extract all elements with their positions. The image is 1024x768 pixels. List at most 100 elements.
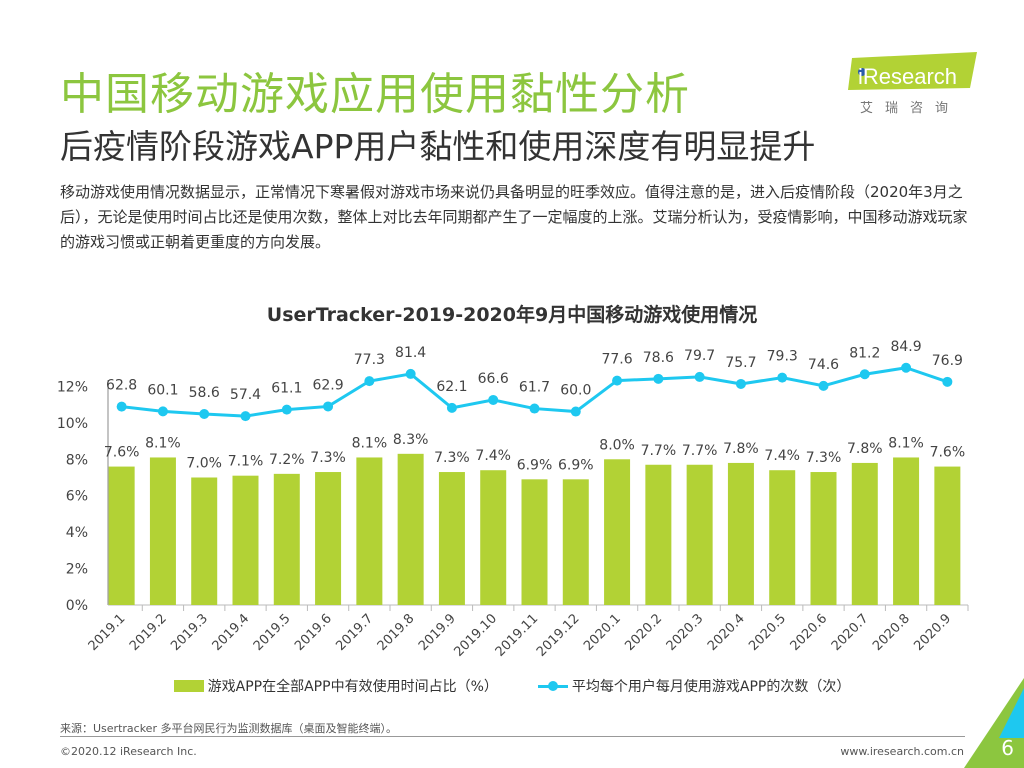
bar — [273, 473, 300, 605]
bar-data-label: 7.0% — [186, 456, 222, 472]
line-point — [281, 404, 292, 415]
line-data-label: 81.4 — [395, 345, 426, 361]
bar — [934, 466, 961, 605]
corner-decoration — [964, 678, 1024, 768]
bar-data-label: 8.1% — [145, 435, 181, 451]
x-tick-label: 2020.9 — [911, 611, 954, 654]
line-point — [116, 401, 127, 412]
line-point — [653, 373, 664, 384]
bar — [893, 457, 920, 605]
bar-data-label: 6.9% — [558, 457, 594, 473]
line-point — [694, 371, 705, 382]
line-data-label: 79.7 — [684, 348, 715, 364]
x-tick-label: 2019.8 — [375, 611, 418, 654]
line-data-label: 77.6 — [601, 352, 632, 368]
line-point — [199, 409, 210, 420]
line-point — [323, 401, 334, 412]
copyright: ©2020.12 iResearch Inc. — [60, 745, 197, 758]
x-tick-label: 2019.1 — [86, 611, 129, 654]
x-tick-label: 2020.3 — [664, 611, 707, 654]
bar — [686, 464, 713, 605]
x-tick-label: 2020.8 — [870, 611, 913, 654]
iresearch-logo: iResearch 艾瑞咨询 — [848, 52, 977, 116]
line-data-label: 81.2 — [849, 345, 880, 361]
line-data-label: 79.3 — [767, 349, 798, 365]
bar — [315, 472, 342, 605]
bar — [108, 466, 135, 605]
line-swatch — [537, 680, 568, 691]
website-link[interactable]: www.iresearch.com.cn — [840, 745, 964, 758]
line-data-label: 75.7 — [725, 355, 756, 371]
line-data-label: 61.1 — [271, 381, 302, 397]
line-data-label: 60.1 — [147, 382, 178, 398]
line-data-label: 58.6 — [189, 385, 220, 401]
svg-text:艾瑞咨询: 艾瑞咨询 — [860, 101, 960, 116]
x-tick-label: 2020.4 — [705, 611, 748, 654]
bar-data-label: 8.3% — [393, 432, 429, 448]
line-point — [735, 378, 746, 389]
bar — [645, 464, 672, 605]
bar-data-label: 7.8% — [723, 441, 759, 457]
bar — [769, 470, 796, 605]
line-point — [364, 376, 375, 387]
line-point — [901, 362, 912, 373]
bar-data-label: 8.1% — [352, 435, 388, 451]
source-note: 来源：Usertracker 多平台网民行为监测数据库（桌面及智能终端）。 — [60, 722, 397, 735]
line-point — [488, 394, 499, 405]
line-point — [942, 376, 953, 387]
page-title: 中国移动游戏应用使用黏性分析 — [60, 69, 690, 120]
combo-chart: 0% 2% 4% 6% 8% 10% 12% 2019.1 7.6% 2019.2 8.1% 2019… — [57, 339, 969, 660]
bar — [851, 462, 878, 605]
x-tick-label: 2019.7 — [333, 611, 376, 654]
line-point — [612, 375, 623, 386]
summary-text: 移动游戏使用情况数据显示，正常情况下寒暑假对游戏市场来说仍具备明显的旺季效应。值… — [60, 183, 968, 251]
bar-data-label: 7.3% — [806, 450, 842, 466]
x-tick-label: 2020.1 — [581, 611, 624, 654]
bar — [562, 479, 589, 605]
bar-data-label: 6.9% — [517, 457, 553, 473]
y-tick-label: 0% — [66, 598, 88, 614]
line-data-label: 62.1 — [436, 379, 467, 395]
line-data-label: 84.9 — [890, 339, 921, 355]
bar-data-label: 7.3% — [310, 450, 346, 466]
line-point — [859, 369, 870, 380]
legend-item-line: 平均每个用户每月使用游戏APP的次数（次） — [537, 676, 851, 696]
bar — [149, 457, 176, 605]
bar — [191, 477, 218, 605]
x-tick-label: 2019.3 — [168, 611, 211, 654]
bar — [480, 470, 507, 605]
x-tick-label: 2020.6 — [788, 611, 831, 654]
bar-data-label: 8.0% — [599, 437, 635, 453]
bar — [521, 479, 548, 605]
bar-data-label: 7.4% — [475, 448, 511, 464]
x-tick-label: 2020.5 — [746, 611, 789, 654]
y-tick-label: 12% — [57, 379, 88, 395]
y-tick-label: 8% — [66, 452, 88, 468]
bar-swatch — [173, 680, 204, 692]
x-tick-label: 2019.11 — [493, 611, 542, 660]
bar — [438, 472, 465, 605]
x-tick-label: 2019.6 — [292, 611, 335, 654]
line-data-label: 62.9 — [312, 377, 343, 393]
bar-data-label: 7.1% — [228, 454, 264, 470]
legend-label-bar: 游戏APP在全部APP中有效使用时间占比（%） — [207, 679, 498, 695]
bar — [810, 472, 837, 605]
legend-label-line: 平均每个用户每月使用游戏APP的次数（次） — [571, 679, 851, 695]
bar-data-label: 7.7% — [641, 443, 677, 459]
line-data-label: 66.6 — [478, 371, 509, 387]
legend-item-bar: 游戏APP在全部APP中有效使用时间占比（%） — [173, 676, 498, 696]
line-data-label: 74.6 — [808, 357, 839, 373]
bar-data-label: 7.8% — [847, 441, 883, 457]
line-data-label: 60.0 — [560, 383, 591, 399]
bar-data-label: 7.2% — [269, 452, 305, 468]
bar — [232, 475, 259, 605]
y-tick-label: 6% — [66, 489, 88, 505]
x-tick-label: 2019.4 — [210, 611, 253, 654]
bar — [604, 459, 631, 605]
line-data-label: 57.4 — [230, 387, 261, 403]
y-tick-label: 4% — [66, 525, 88, 541]
x-tick-label: 2019.2 — [127, 611, 170, 654]
bar — [397, 453, 424, 605]
bar-data-label: 8.1% — [888, 435, 924, 451]
page-subtitle: 后疫情阶段游戏APP用户黏性和使用深度有明显提升 — [60, 127, 816, 166]
